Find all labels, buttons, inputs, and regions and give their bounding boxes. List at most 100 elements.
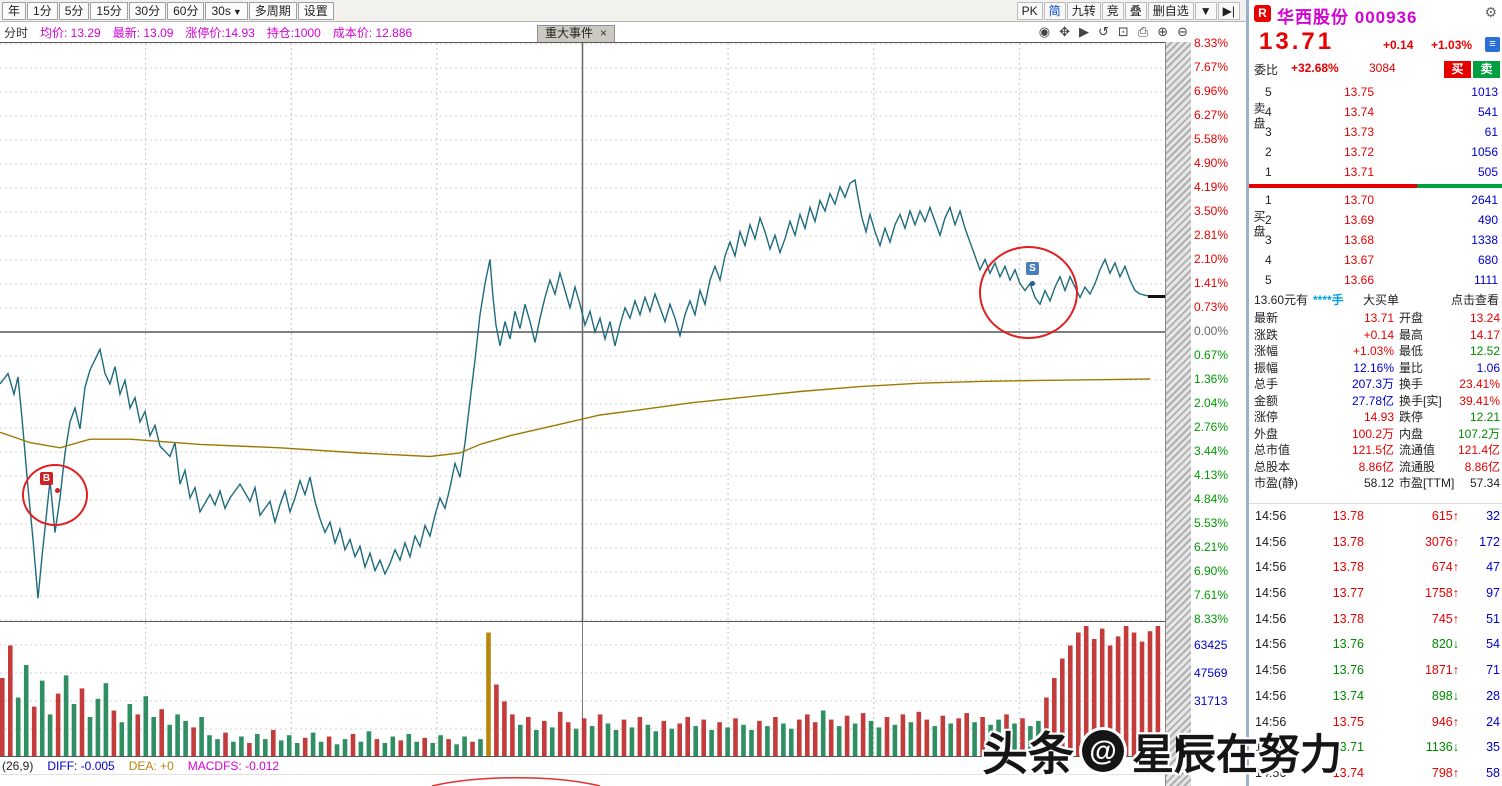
gear-icon[interactable]: ⚙ (1484, 4, 1497, 20)
ask-volume: 1013 (1471, 85, 1498, 99)
stat-label: 总股本 (1254, 459, 1291, 474)
interval-dropdown[interactable]: 30s ▼ (205, 1, 248, 20)
tick-price: 13.75 (1332, 714, 1364, 729)
big-order-note: 13.60元有 ****手 大买单 点击查看 (1249, 292, 1502, 308)
tick-extra: 32 (1486, 509, 1500, 523)
level-number: 4 (1265, 253, 1272, 267)
big-order-type: 大买单 (1363, 293, 1400, 307)
simplified-mode-button[interactable]: 简 (1043, 1, 1066, 20)
period-button-group: 年 1分 5分 15分 30分 60分 (2, 1, 205, 20)
pct-axis-label: 7.61% (1194, 588, 1229, 602)
period-button-年[interactable]: 年 (2, 1, 27, 20)
intraday-price-chart[interactable] (0, 42, 1165, 622)
hand-icon[interactable]: ✥ (1059, 24, 1070, 39)
tick-extra: 54 (1486, 637, 1500, 652)
pct-axis-label: 0.67% (1194, 348, 1229, 362)
big-order-view-link[interactable]: 点击查看 (1450, 293, 1499, 307)
period-dropdown-arrow[interactable]: ▼ (1194, 1, 1217, 20)
panel-splitter[interactable] (1246, 0, 1249, 786)
period-button-60分[interactable]: 60分 (167, 1, 205, 20)
tick-price: 13.77 (1332, 586, 1364, 601)
stock-name-text: 华西股份 (1277, 8, 1349, 27)
level-number: 1 (1265, 165, 1272, 179)
ask-row[interactable]: 5 13.75 1013 (1249, 82, 1502, 102)
settings-button[interactable]: 设置 (297, 1, 334, 20)
stat-value: 13.24 (1469, 311, 1500, 325)
print-icon[interactable]: ⎙ (1137, 24, 1149, 39)
tick-extra: 58 (1486, 765, 1500, 780)
cost-label: 成本价: 12.886 (332, 25, 413, 40)
pct-axis-label: 4.90% (1194, 156, 1229, 170)
pct-axis-label: 2.10% (1194, 252, 1229, 266)
lock-icon[interactable]: ⊡ (1117, 24, 1129, 39)
tick-time: 14:56 (1255, 534, 1287, 549)
big-order-stars-link[interactable]: ****手 (1313, 293, 1344, 307)
tab-major-events[interactable]: 重大事件 × (537, 25, 616, 43)
macd-mini-chart[interactable] (0, 774, 1165, 786)
period-button-1分[interactable]: 1分 (27, 1, 58, 20)
ask-row[interactable]: 1 13.71 505 (1249, 162, 1502, 182)
bid-price: 13.68 (1343, 233, 1375, 247)
bid-row[interactable]: 2 13.69 490 (1249, 210, 1502, 230)
delete-watchlist-button[interactable]: 删自选 (1147, 1, 1194, 20)
tick-volume: 1871↑ (1424, 663, 1459, 678)
ask-volume: 61 (1484, 125, 1498, 139)
bid-volume: 1111 (1473, 273, 1498, 287)
multi-period-button[interactable]: 多周期 (248, 1, 297, 20)
price-change: +0.14 (1383, 38, 1414, 52)
volume-axis-label: 31713 (1194, 694, 1228, 708)
ask-row[interactable]: 2 13.72 1056 (1249, 142, 1502, 162)
macd-dea-value: DEA: +0 (128, 758, 174, 773)
bid-row[interactable]: 4 13.67 680 (1249, 250, 1502, 270)
sell-marker-dot (1030, 281, 1035, 286)
tick-row: 14:56 13.74 798↑ 58 (1249, 761, 1502, 786)
pk-button[interactable]: PK (1016, 1, 1043, 20)
tick-volume: 1758↑ (1424, 586, 1459, 601)
ask-row[interactable]: 4 13.74 541 (1249, 102, 1502, 122)
volume-axis-label: 63425 (1194, 638, 1228, 652)
watermark: 头条 @ 星辰在努力 (982, 718, 1342, 784)
tick-row: 14:56 13.74 898↓ 28 (1249, 684, 1502, 710)
watermark-at-icon: @ (1082, 730, 1124, 772)
axis-collapse-strip[interactable] (1165, 42, 1191, 786)
buy-button[interactable]: 买 (1444, 61, 1471, 78)
nine-turn-button[interactable]: 九转 (1066, 1, 1101, 20)
tick-volume: 745↑ (1431, 611, 1459, 626)
stat-label: 流通值 (1399, 443, 1436, 457)
pct-axis-label: 5.53% (1194, 516, 1229, 530)
bid-row[interactable]: 3 13.68 1338 (1249, 230, 1502, 250)
auction-button[interactable]: 竞 (1101, 1, 1124, 20)
sell-button[interactable]: 卖 (1473, 61, 1500, 78)
bid-price: 13.67 (1343, 253, 1375, 267)
zoom-in-icon[interactable]: ⊕ (1157, 24, 1169, 39)
overlay-button[interactable]: 叠 (1124, 1, 1147, 20)
pct-axis-label: 6.90% (1194, 564, 1229, 578)
tick-extra: 97 (1486, 586, 1500, 601)
period-button-5分[interactable]: 5分 (58, 1, 90, 20)
macd-params: (26,9) (2, 758, 34, 773)
tick-row: 14:56 13.78 3076↑ 172 (1249, 530, 1502, 556)
period-button-30分[interactable]: 30分 (128, 1, 167, 20)
eye-icon[interactable]: ◉ (1038, 24, 1051, 39)
collapse-panel-button[interactable]: ▶| (1217, 1, 1240, 20)
bid-row[interactable]: 5 13.66 1111 (1249, 270, 1502, 290)
stock-name[interactable]: 华西股份 000936 (1277, 3, 1417, 28)
pct-axis-label: 6.96% (1194, 84, 1229, 98)
tab-close-icon[interactable]: × (600, 26, 608, 40)
play-icon[interactable]: ▶ (1078, 24, 1089, 39)
zoom-out-icon[interactable]: ⊖ (1177, 24, 1188, 39)
stat-value: 58.12 (1363, 476, 1394, 490)
bid-row[interactable]: 1 13.70 2641 (1249, 190, 1502, 210)
refresh-icon[interactable]: ↺ (1097, 24, 1109, 39)
ask-price: 13.73 (1343, 125, 1375, 139)
tick-time: 14:56 (1255, 560, 1287, 575)
stat-label: 换手[实] (1399, 393, 1442, 408)
period-button-15分[interactable]: 15分 (90, 1, 128, 20)
stat-label: 涨跌 (1254, 327, 1279, 342)
ask-row[interactable]: 3 13.73 61 (1249, 122, 1502, 142)
level2-icon[interactable]: ≡ (1485, 37, 1500, 52)
stat-value: 13.71 (1363, 311, 1394, 325)
tick-list[interactable]: 14:56 13.78 615↑ 32 14:56 13.78 3076↑ 172 14:56 1… (1249, 503, 1502, 786)
volume-chart[interactable] (0, 622, 1165, 757)
